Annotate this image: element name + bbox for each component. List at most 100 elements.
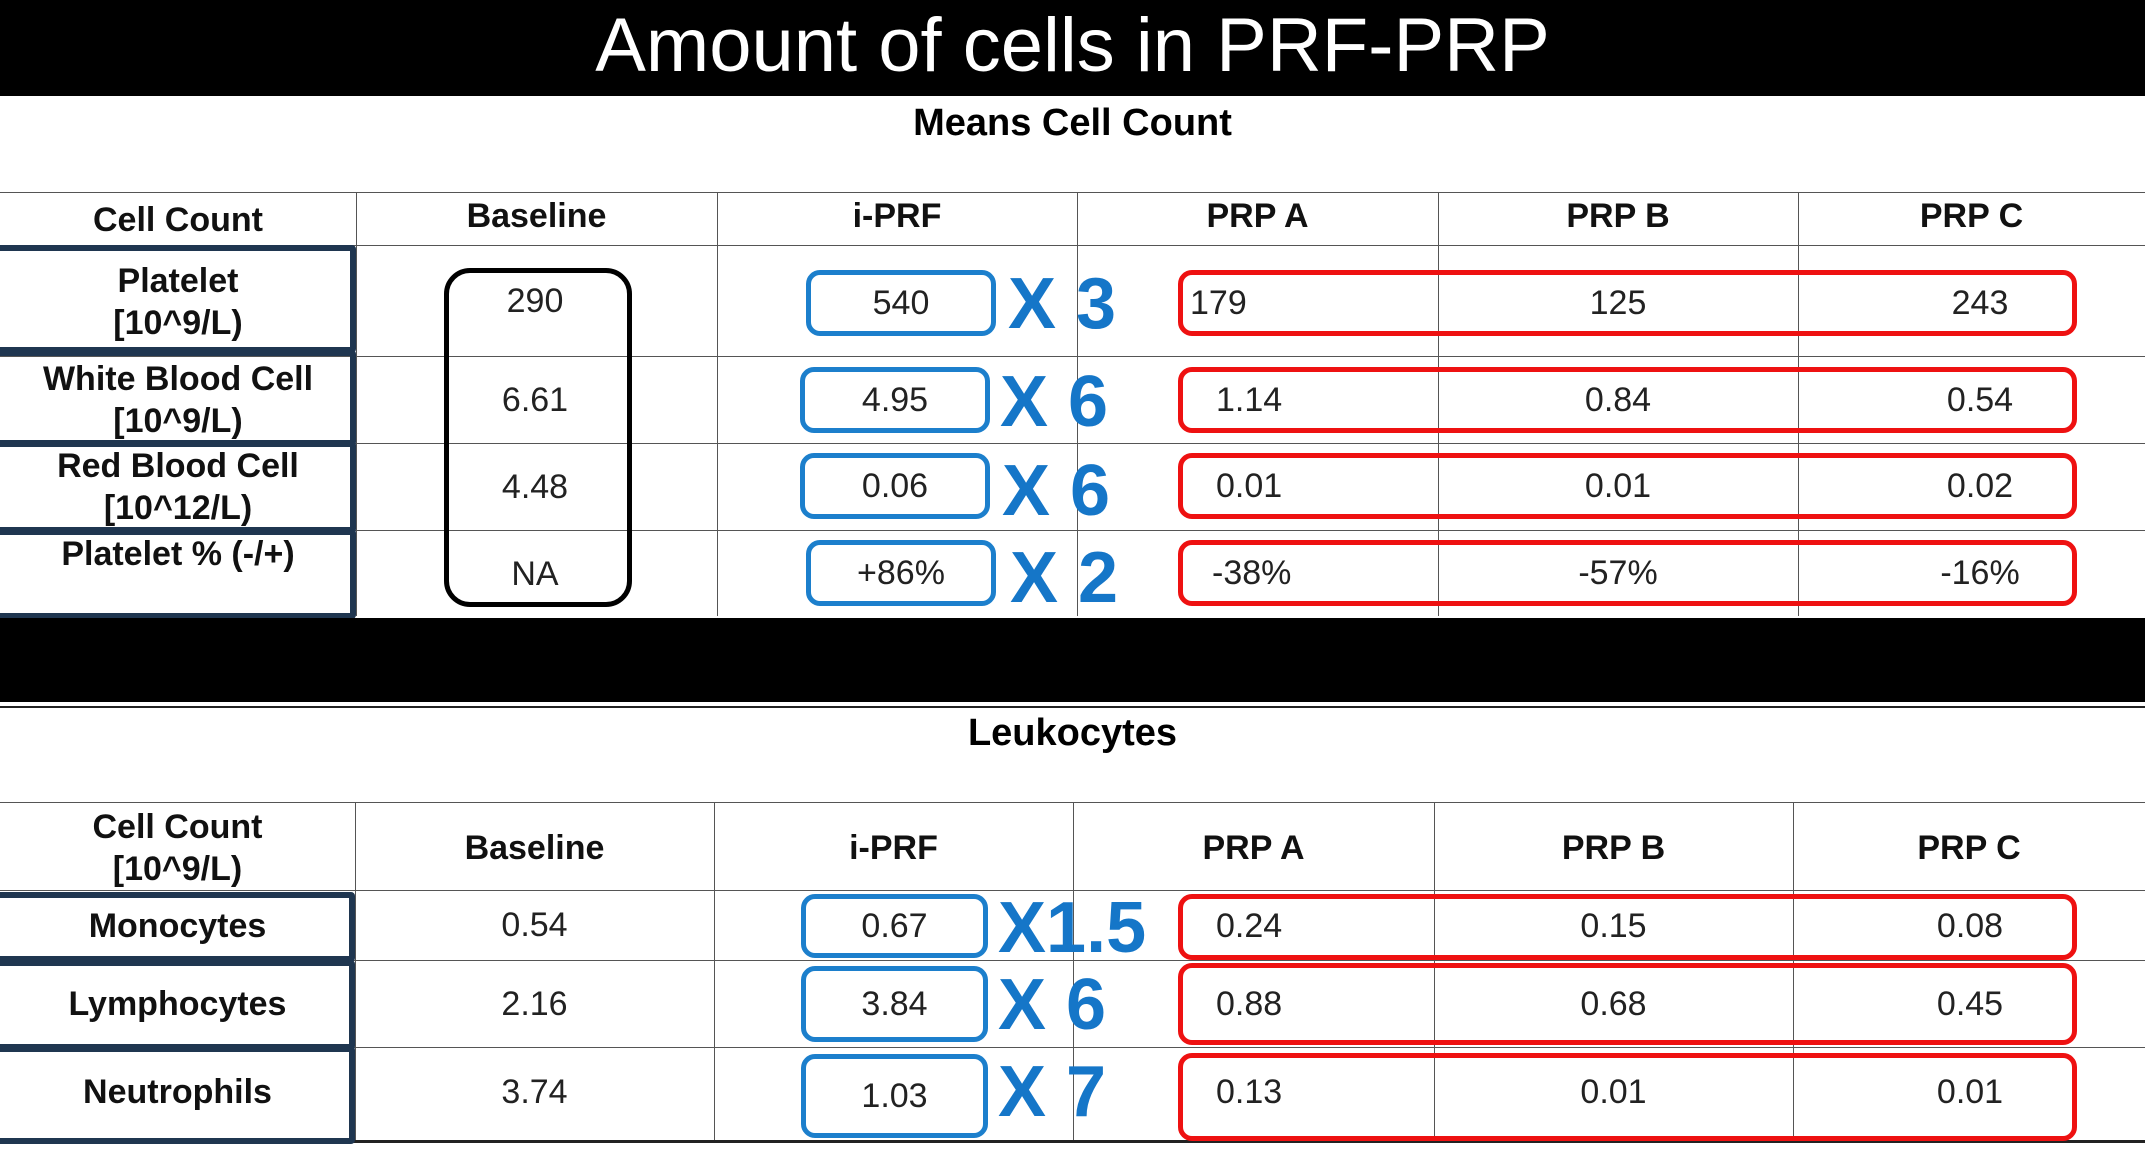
table1-col-border [717, 192, 718, 616]
table1-iprf-value: 540 [872, 283, 930, 322]
table1-prp-a-value: 0.01 [1216, 466, 1283, 505]
label-box [0, 441, 356, 533]
iprf-highlight-box [800, 367, 990, 433]
table2-baseline-value: 0.54 [501, 905, 568, 944]
table2-col-border [355, 802, 356, 1140]
table2-row-label-lymphocytes: Lymphocytes [68, 985, 287, 1023]
table2-bottom-border [0, 1140, 2145, 1143]
label-box [0, 1046, 355, 1144]
table1-row-border [0, 530, 2145, 531]
table1-prp-c-value: 0.54 [1946, 380, 2014, 419]
table1-baseline-value: NA [511, 554, 559, 593]
table2-header-cell-count: Cell Count [10^9/L) [0, 806, 355, 890]
table1-col-border [1438, 192, 1439, 616]
multiplier-label: X1.5 [998, 888, 1147, 968]
table1-baseline-value: 4.48 [501, 467, 569, 506]
table1-iprf-value: 4.95 [861, 380, 929, 419]
table1-iprf-value: 0.06 [861, 466, 929, 505]
multiplier-label: X 6 [998, 965, 1107, 1045]
table1-prp-a-value: 179 [1190, 283, 1247, 322]
table2-prp-b-value: 0.68 [1580, 984, 1647, 1023]
table1-header-prp-c: PRP C [1919, 197, 2024, 235]
row-label-line2: [10^9/L) [113, 304, 243, 342]
table1-row-label-platelet: Platelet [10^9/L) [0, 254, 356, 350]
table2-iprf-value: 3.84 [861, 984, 928, 1023]
prp-highlight-box [1178, 540, 2077, 606]
multiplier-label: X 3 [1008, 264, 1117, 344]
table1-top-border [0, 192, 2145, 193]
title-band [0, 0, 2145, 96]
row-label-line1: White Blood Cell [42, 360, 314, 398]
row-label-line2: [10^9/L) [113, 402, 243, 440]
table1-prp-a-value: 1.14 [1216, 380, 1283, 419]
multiplier-label: X 2 [1010, 538, 1119, 618]
multiplier-label: X 6 [1002, 451, 1111, 531]
table2-col-border [1073, 802, 1074, 1140]
table1-header-prp-b: PRP B [1566, 197, 1670, 235]
prp-highlight-box [1178, 1053, 2077, 1141]
table1-caption: Means Cell Count [913, 102, 1232, 144]
table1-header-prp-a: PRP A [1206, 197, 1309, 235]
table2-header-prp-a: PRP A [1202, 829, 1305, 867]
table2-prp-b-value: 0.01 [1580, 1072, 1647, 1111]
table2-row-label-neutrophils: Neutrophils [83, 1073, 272, 1111]
table2-prp-a-value: 0.88 [1216, 984, 1283, 1023]
table2-col-border [714, 802, 715, 1140]
table2-prp-c-value: 0.45 [1936, 984, 2004, 1023]
table2-iprf-value: 0.67 [861, 906, 928, 945]
baseline-highlight-box [444, 268, 632, 607]
page-title: Amount of cells in PRF-PRP [595, 3, 1550, 88]
table2-prp-c-value: 0.08 [1936, 906, 2004, 945]
table1-prp-c-value: 243 [1951, 283, 2009, 322]
table1-prp-a-value: -38% [1212, 553, 1292, 592]
table1-baseline-value: 6.61 [501, 380, 569, 419]
divider-rule [0, 706, 2145, 708]
table1-col-border [1798, 192, 1799, 616]
table2-prp-a-value: 0.24 [1216, 906, 1283, 945]
table2-row-label-monocytes: Monocytes [88, 907, 267, 945]
table1-header-cell-count: Cell Count [93, 201, 263, 239]
table2-row-border [0, 960, 2145, 961]
table2-header-baseline: Baseline [464, 829, 605, 867]
table2-prp-b-value: 0.15 [1580, 906, 1647, 945]
iprf-highlight-box [800, 453, 990, 519]
label-box [0, 350, 356, 446]
header-line2: [10^9/L) [112, 850, 243, 888]
table1-col-border [1077, 192, 1078, 616]
table2-baseline-value: 3.74 [501, 1072, 568, 1111]
table2-baseline-value: 2.16 [501, 984, 568, 1023]
table1-prp-c-value: 0.02 [1946, 466, 2014, 505]
table1-header-baseline: Baseline [466, 197, 607, 235]
table2-row-border [0, 1047, 2145, 1048]
table1-prp-b-value: 0.01 [1584, 466, 1652, 505]
table1-col-border [356, 192, 357, 616]
table2-header-iprf: i-PRF [849, 829, 938, 867]
multiplier-label: X 6 [1000, 362, 1109, 442]
table1-row-label-wbc: White Blood Cell [10^9/L) [0, 356, 356, 444]
table1-header-iprf: i-PRF [852, 197, 942, 235]
prp-highlight-box [1178, 453, 2077, 519]
prp-highlight-box [1178, 367, 2077, 433]
multiplier-label: X 7 [998, 1052, 1107, 1132]
divider-band [0, 618, 2145, 702]
table1-iprf-value: +86% [857, 553, 945, 592]
iprf-highlight-box [806, 540, 996, 606]
label-box [0, 529, 356, 619]
label-box [0, 245, 356, 353]
label-box [0, 892, 355, 962]
prp-highlight-box [1178, 963, 2077, 1045]
row-label-line2: [10^12/L) [103, 489, 253, 527]
iprf-highlight-box [806, 270, 996, 336]
table2-header-prp-c: PRP C [1917, 829, 2021, 867]
prp-highlight-box [1178, 894, 2077, 960]
iprf-highlight-box [801, 1054, 988, 1138]
header-line1: Cell Count [92, 808, 263, 846]
table1-baseline-value: 290 [506, 281, 564, 320]
table2-col-border [1793, 802, 1794, 1140]
prp-highlight-box [1178, 270, 2077, 336]
table1-prp-c-value: -16% [1940, 553, 2020, 592]
table1-row-border [0, 443, 2145, 444]
table2-prp-a-value: 0.13 [1216, 1072, 1283, 1111]
iprf-highlight-box [801, 894, 988, 958]
table2-header-prp-b: PRP B [1561, 829, 1666, 867]
